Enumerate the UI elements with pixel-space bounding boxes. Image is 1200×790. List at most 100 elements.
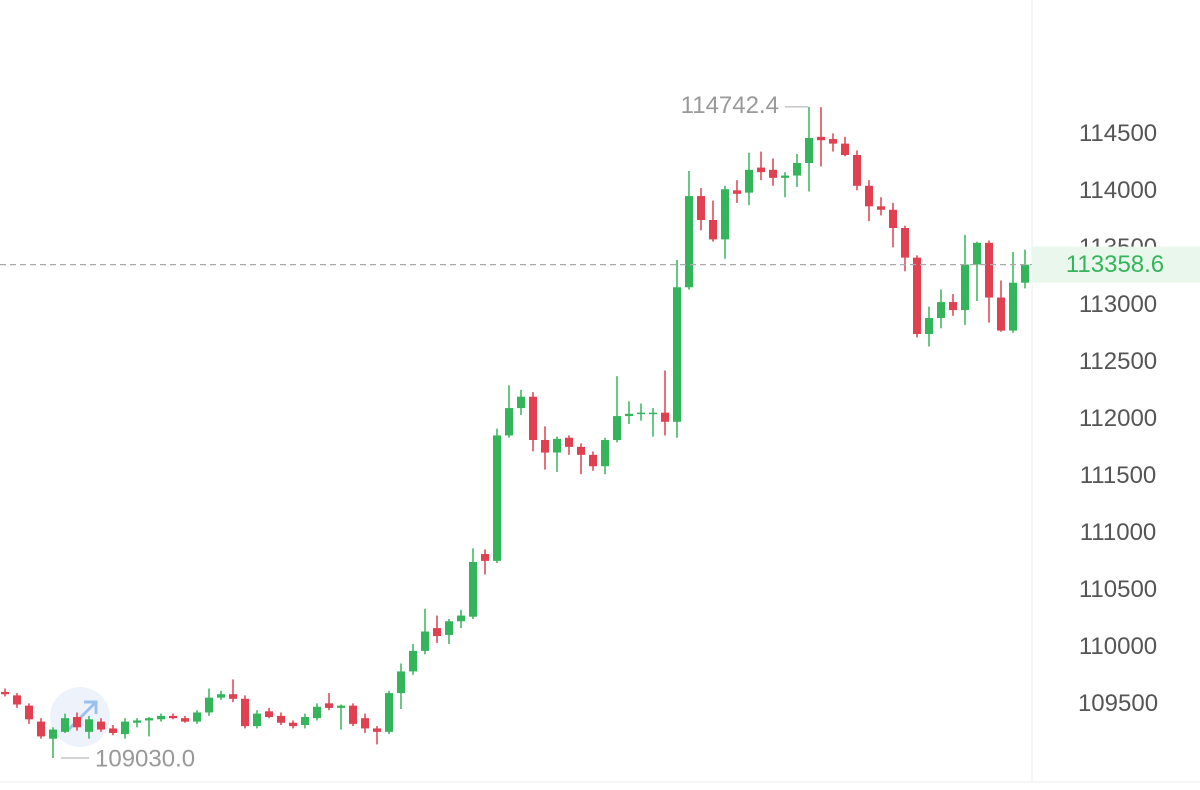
candle [937,289,945,329]
candle [229,679,237,703]
y-tick-label: 110000 [1079,633,1157,660]
candle-body [961,264,969,311]
icon-arrow [66,700,98,732]
candle-body [1021,264,1029,283]
candle [793,153,801,187]
candle-body [241,698,249,727]
last-price-box [1032,246,1200,283]
candle-body [577,446,585,455]
candle [877,197,885,216]
candle [577,443,585,475]
candle [193,710,201,724]
candle [337,704,345,730]
candle-body [757,167,765,173]
y-tick-label: 112000 [1079,405,1157,432]
candle-body [289,722,297,727]
candle-body [805,137,813,164]
candle [301,713,309,729]
candle-body [937,302,945,319]
candle-body [145,718,153,721]
candle-body [205,697,213,713]
candle-body [61,718,69,732]
candle-body [901,227,909,258]
candle [181,715,189,723]
candle [73,712,81,731]
candle [505,385,513,438]
candle [985,240,993,323]
candle-body [517,396,525,409]
candle [469,548,477,619]
candle [397,663,405,710]
y-tick-label: 114000 [1079,177,1157,204]
candle [517,389,525,415]
candle-body [481,554,489,561]
candle-body [37,721,45,737]
candle-body [217,694,225,698]
candle [733,180,741,203]
candle-body [325,703,333,708]
candle [349,703,357,727]
candle [853,150,861,191]
candle-body [1009,282,1017,331]
candle [1021,249,1029,289]
candle [25,703,33,724]
candle-body [133,720,141,723]
candle [697,188,705,231]
candle [913,255,921,338]
candle-body [565,437,573,447]
candle [529,392,537,452]
candle-body [349,705,357,724]
chart-tool-icon[interactable] [50,687,110,747]
candle [1009,251,1017,333]
candle [13,693,21,708]
candle-body [973,242,981,265]
candle-body [829,139,837,144]
candle-body [109,728,117,733]
y-tick-label: 110500 [1079,576,1157,603]
candle-body [865,185,873,207]
candle [817,107,825,167]
candle [925,306,933,347]
candle-body [25,705,33,720]
candle [133,718,141,728]
candle [313,703,321,721]
candle [901,225,909,272]
candle-body [73,717,81,728]
candle-body [553,438,561,453]
candle-body [253,713,261,727]
candle-body [277,715,285,723]
candle [217,690,225,700]
candle [625,401,633,425]
candle-body [181,718,189,722]
candle-body [769,169,777,178]
candle [325,693,333,711]
candle-body [313,706,321,719]
max-label: 114742.4 [681,92,779,119]
candle [145,717,153,737]
candle-body [949,302,957,311]
candle-body [493,435,501,561]
candle-body [1,691,9,695]
candle-body [169,715,177,719]
candle [961,234,969,325]
candle [253,710,261,729]
candle-body [745,169,753,193]
candle-body [13,695,21,705]
candle [949,294,957,316]
candle [613,376,621,443]
candle [241,695,249,729]
candle [445,618,453,645]
candle [37,718,45,739]
candle-body [697,196,705,221]
candle [421,608,429,655]
candle-body [97,721,105,730]
candle [121,718,129,739]
candle [169,713,177,720]
candle [829,133,837,152]
candle-body [541,440,549,453]
candle-body [361,718,369,729]
candle-body [529,396,537,441]
candle-body [157,715,165,720]
candle [109,725,117,736]
candle [553,436,561,472]
